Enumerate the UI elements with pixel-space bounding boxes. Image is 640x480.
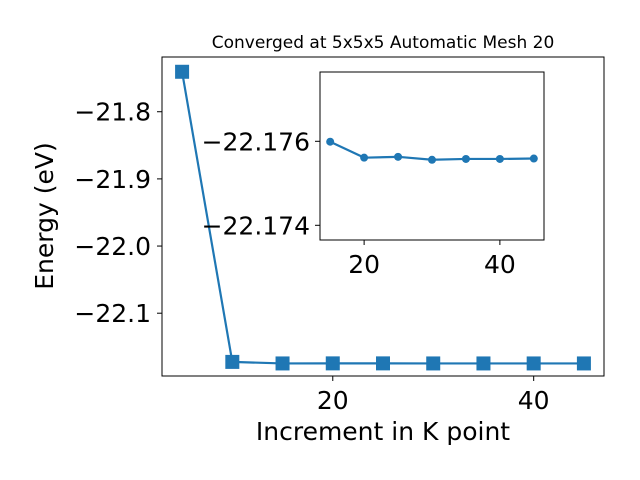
inset-data-point — [428, 155, 436, 164]
inset-data-point — [529, 154, 538, 163]
main-data-point — [376, 356, 390, 371]
main-x-tick-label: 20 — [317, 386, 349, 415]
main-plot-frame — [161, 56, 605, 377]
inset-x-ticks: 20 40 — [348, 240, 516, 279]
main-x-ticks: 20 40 — [317, 376, 550, 415]
main-y-ticks: −21.8 −21.9 −22.0 −22.1 — [74, 98, 162, 328]
main-y-tick-label: −22.0 — [74, 232, 151, 261]
main-data-point — [225, 354, 240, 369]
inset-y-tick-label: −22.176 — [202, 127, 310, 156]
inset-plot-frame — [319, 71, 545, 241]
inset-data-point — [495, 154, 504, 163]
main-data-point — [526, 356, 541, 371]
inset-plot: 20 40 −22.176−22.174 — [202, 71, 545, 279]
inset-y-tick-label: −22.174 — [202, 211, 310, 240]
main-data-point — [476, 356, 491, 371]
inset-x-tick-label: 20 — [348, 250, 380, 279]
main-x-tick-label: 40 — [518, 386, 550, 415]
main-plot: 20 40 −21.8−21.9−22.0−22.1 — [74, 56, 605, 415]
main-data-point — [175, 64, 190, 79]
main-series-markers — [175, 64, 591, 371]
inset-data-point — [461, 154, 470, 163]
main-y-tick-label: −21.8 — [74, 98, 151, 127]
main-data-point — [275, 356, 290, 371]
main-y-tick-label: −21.9 — [74, 165, 151, 194]
inset-data-point — [360, 153, 369, 162]
x-axis-label: Increment in K point — [256, 417, 510, 446]
main-data-point — [325, 356, 340, 371]
y-axis-label: Energy (eV) — [30, 142, 59, 289]
inset-data-point — [326, 137, 335, 146]
inset-data-point — [394, 152, 403, 161]
chart-title: Converged at 5x5x5 Automatic Mesh 20 — [212, 33, 555, 53]
inset-x-tick-label: 40 — [484, 250, 516, 279]
inset-series-markers — [326, 137, 538, 164]
main-data-point — [576, 356, 591, 371]
inset-y-ticks: −22.176 −22.174 — [202, 127, 320, 240]
main-y-tick-label: −22.1 — [74, 299, 151, 328]
main-data-point — [426, 356, 441, 371]
